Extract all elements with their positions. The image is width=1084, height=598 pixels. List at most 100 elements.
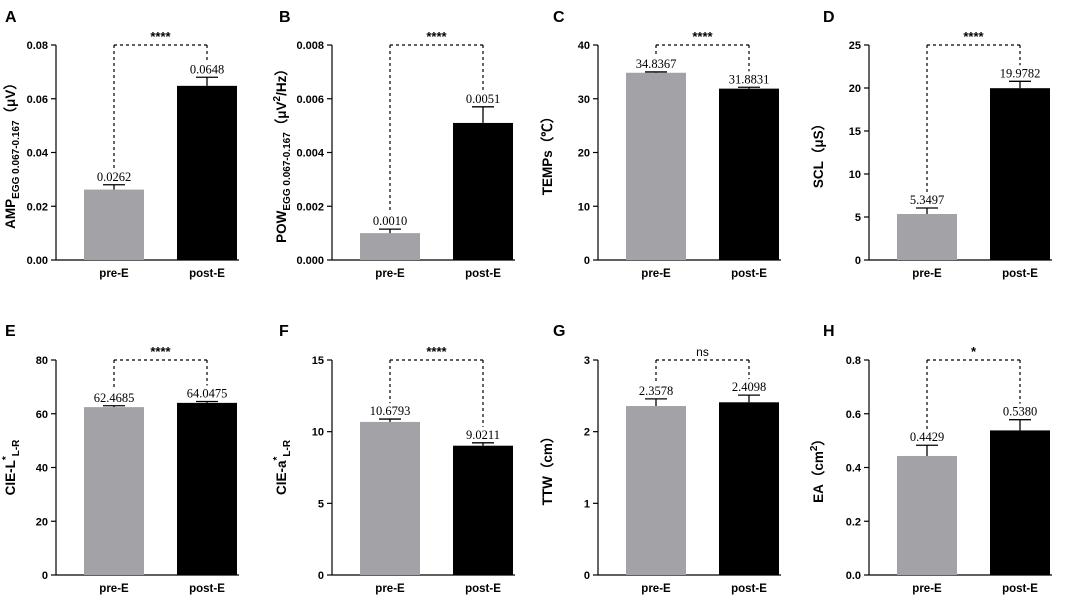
significance-label: **** [692, 29, 713, 44]
significance-label: **** [963, 29, 984, 44]
y-axis-title-main: CIE-L [3, 460, 18, 495]
category-label: pre-E [375, 583, 405, 595]
y-tick-label: 0 [584, 570, 590, 582]
y-axis-title: SCL（μS） [811, 117, 826, 188]
y-tick-label: 0.000 [296, 255, 324, 267]
bar-pre-E [897, 455, 957, 575]
y-axis-title-sub: L-R [282, 439, 293, 456]
category-label: pre-E [99, 268, 129, 280]
significance-label: **** [150, 29, 171, 44]
y-tick-label: 0 [584, 255, 590, 267]
y-axis-title-unit-tail: /Hz） [274, 62, 289, 96]
y-tick-label: 0.006 [296, 94, 324, 106]
y-tick-label: 3 [584, 355, 590, 367]
category-label: post-E [189, 583, 225, 595]
panel-d: D 0 5 10 15 20 25 SCL（μS） 5.3497 pre-E 19.9782 post… [811, 9, 1052, 280]
y-axis-title-sub: L-R [11, 439, 22, 456]
y-axis-title-unit-tail: ） [811, 432, 826, 446]
significance-label: ns [696, 345, 709, 359]
category-label: post-E [189, 268, 225, 280]
y-axis-title: EA（cm2） [809, 432, 826, 503]
data-label: 31.8831 [729, 72, 770, 86]
y-axis-title-unit: （μV） [3, 76, 18, 120]
y-tick-label: 0.00 [27, 255, 48, 267]
y-tick-label: 0.8 [846, 355, 861, 367]
y-axis-title-sup: 2 [272, 95, 283, 101]
bar-post-E [453, 122, 513, 260]
y-tick-label: 20 [849, 83, 861, 95]
y-tick-label: 15 [849, 126, 861, 138]
category-label: post-E [1002, 583, 1038, 595]
category-label: post-E [731, 583, 767, 595]
y-tick-label: 5 [855, 212, 861, 224]
significance-label: **** [426, 344, 447, 359]
y-tick-label: 0.08 [27, 40, 48, 52]
y-axis-title-main: TTW [540, 476, 555, 505]
bar-post-E [177, 85, 237, 260]
category-label: pre-E [641, 268, 671, 280]
y-axis-title-unit: （℃） [540, 110, 555, 151]
significance-label: **** [150, 344, 171, 359]
y-tick-label: 0 [318, 570, 324, 582]
data-label: 62.4685 [94, 391, 135, 405]
y-tick-label: 0.002 [296, 201, 324, 213]
y-axis-title-sub: EGG 0.067-0.167 [282, 132, 293, 211]
y-tick-label: 0.0 [846, 570, 861, 582]
y-axis-title-unit: （μS） [811, 117, 826, 161]
category-label: pre-E [912, 268, 942, 280]
panel-letter-g: G [553, 323, 565, 340]
y-tick-label: 2 [584, 427, 590, 439]
panel-letter-f: F [279, 323, 289, 340]
data-label: 0.4429 [910, 430, 944, 444]
category-label: post-E [465, 268, 501, 280]
y-tick-label: 10 [849, 169, 861, 181]
bar-pre-E [360, 421, 420, 575]
panel-g: G 0 1 2 3 TTW（cm） 2.3578 pre-E 2.4098 post-E ns [540, 323, 781, 595]
y-axis-title-main: AMP [3, 199, 18, 229]
category-label: post-E [731, 268, 767, 280]
y-tick-label: 10 [578, 201, 590, 213]
panel-c: C 0 10 20 30 40 TEMPs（℃） 34.8367 pre-E 31.8831 pos… [540, 9, 781, 280]
bar-post-E [719, 88, 779, 261]
category-label: post-E [1002, 268, 1038, 280]
y-axis-title: TEMPs（℃） [540, 110, 555, 196]
bar-pre-E [84, 407, 144, 575]
y-tick-label: 1 [584, 498, 590, 510]
category-label: pre-E [375, 268, 405, 280]
data-label: 5.3497 [910, 193, 944, 207]
data-label: 0.0648 [190, 62, 224, 76]
y-axis-title-sup: 2 [809, 445, 820, 451]
data-label: 64.0475 [187, 387, 228, 401]
y-tick-label: 0.004 [296, 148, 324, 160]
y-tick-label: 40 [578, 40, 590, 52]
bar-post-E [453, 445, 513, 575]
panel-e: E 0 20 40 60 80 CIE-L*L-R 62.4685 pre-E 64.0475 po… [1, 323, 239, 595]
category-label: pre-E [641, 583, 671, 595]
data-label: 0.0262 [97, 170, 131, 184]
y-axis-title-main: SCL [811, 161, 826, 188]
y-tick-label: 0.02 [27, 201, 48, 213]
y-axis-title-main: EA [811, 484, 826, 503]
data-label: 19.9782 [1000, 66, 1041, 80]
y-tick-label: 10 [312, 427, 324, 439]
data-label: 2.4098 [732, 380, 766, 394]
panel-letter-d: D [823, 9, 835, 26]
y-axis-title-unit: （cm [811, 451, 826, 484]
panel-letter-a: A [5, 9, 17, 26]
y-tick-label: 60 [36, 409, 48, 421]
bar-post-E [177, 402, 237, 575]
category-label: post-E [465, 583, 501, 595]
y-tick-label: 20 [578, 148, 590, 160]
y-tick-label: 20 [36, 516, 48, 528]
bar-pre-E [360, 233, 420, 260]
y-tick-label: 5 [318, 498, 324, 510]
y-axis-title-sub: EGG 0.067-0.167 [11, 120, 22, 199]
y-axis-title-main: CIE-a [274, 460, 289, 495]
category-label: pre-E [912, 583, 942, 595]
panel-letter-c: C [553, 9, 565, 26]
significance-label: * [971, 344, 977, 359]
y-axis-title-main: POW [274, 210, 289, 243]
y-tick-label: 0.04 [27, 148, 49, 160]
